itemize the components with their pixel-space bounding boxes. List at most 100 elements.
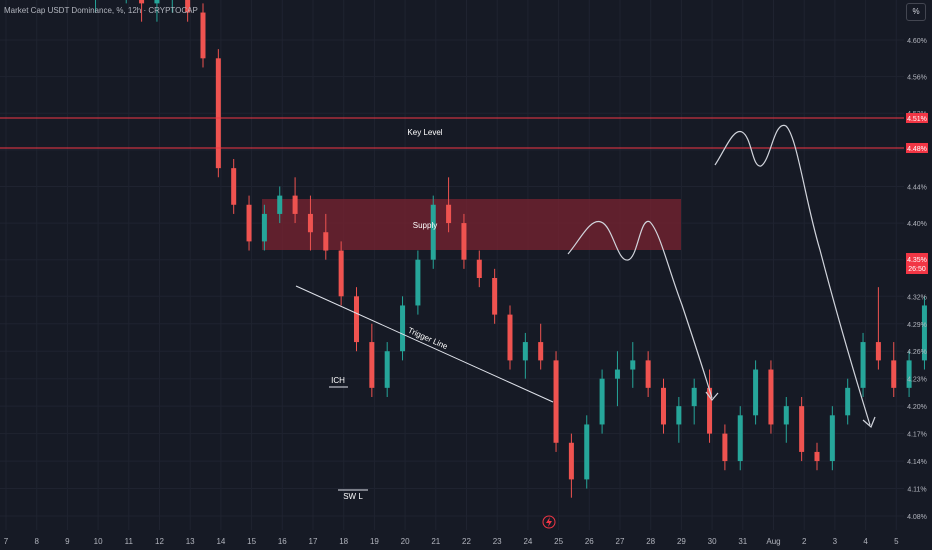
- candle-body[interactable]: [737, 415, 743, 462]
- candle-body[interactable]: [154, 0, 160, 4]
- candle-body[interactable]: [292, 195, 298, 214]
- candle-body[interactable]: [691, 387, 697, 407]
- x-tick-label: 4: [863, 537, 868, 546]
- lightning-icon[interactable]: [542, 515, 556, 529]
- candle-body[interactable]: [277, 195, 283, 214]
- ich-label: ICH: [331, 376, 345, 385]
- candle-body[interactable]: [783, 406, 789, 425]
- candle-body[interactable]: [507, 314, 513, 361]
- x-tick-label: 18: [339, 537, 348, 546]
- candle-body[interactable]: [630, 360, 636, 370]
- x-tick-label: 23: [493, 537, 502, 546]
- x-tick-label: 9: [65, 537, 70, 546]
- x-tick-label: 22: [462, 537, 471, 546]
- candle-body[interactable]: [538, 342, 544, 361]
- candle-body[interactable]: [599, 378, 605, 425]
- candle-body[interactable]: [553, 360, 559, 443]
- x-tick-label: 30: [708, 537, 717, 546]
- candle-body[interactable]: [476, 259, 482, 278]
- x-tick-label: 15: [247, 537, 256, 546]
- current-price-tag: [906, 253, 928, 274]
- candle-body[interactable]: [753, 369, 759, 416]
- candle-body[interactable]: [522, 342, 528, 361]
- candle-body[interactable]: [568, 442, 574, 480]
- x-tick-label: 2: [802, 537, 807, 546]
- x-tick-label: 31: [738, 537, 747, 546]
- candle-body[interactable]: [492, 278, 498, 315]
- x-tick-label: 26: [585, 537, 594, 546]
- chart-header-title: Market Cap USDT Dominance, %, 12h · CRYP…: [4, 6, 198, 15]
- candle-body[interactable]: [323, 232, 329, 251]
- y-tick-label: 4.14%: [907, 459, 927, 466]
- x-tick-label: 28: [646, 537, 655, 546]
- candle-body[interactable]: [614, 369, 620, 379]
- candle-body[interactable]: [338, 250, 344, 297]
- y-tick-label: 4.44%: [907, 184, 927, 191]
- candle-body[interactable]: [799, 406, 805, 452]
- y-tick-label: 4.29%: [907, 322, 927, 329]
- candle-body[interactable]: [461, 223, 467, 260]
- candle-body[interactable]: [660, 387, 666, 425]
- candle-body[interactable]: [307, 213, 313, 233]
- candle-body[interactable]: [584, 424, 590, 480]
- candle-body[interactable]: [875, 342, 881, 361]
- candle-body[interactable]: [446, 204, 452, 224]
- y-tick-label: 4.11%: [907, 487, 926, 494]
- time-axis: 7 8 9 10 11 12 13 14 15 16 17 18 19 20 21 22 23 24 25 26 27 2…: [4, 537, 899, 546]
- candle-body[interactable]: [384, 351, 390, 388]
- candle-body[interactable]: [200, 12, 206, 59]
- candle-body[interactable]: [246, 204, 252, 242]
- projection-path-1[interactable]: [567, 221, 713, 399]
- x-tick-label: 29: [677, 537, 686, 546]
- x-tick-label: 10: [94, 537, 103, 546]
- candle-body[interactable]: [139, 0, 145, 4]
- candle-body[interactable]: [722, 433, 728, 462]
- candle-body[interactable]: [430, 204, 436, 260]
- projection-path-2[interactable]: [714, 124, 871, 426]
- price-tag-level-high: [906, 113, 928, 123]
- supply-label: Supply: [413, 221, 437, 230]
- candle-body[interactable]: [707, 387, 713, 434]
- x-tick-label: 12: [155, 537, 164, 546]
- projection-arrowhead-1: [705, 391, 719, 401]
- price-tag-level-low-text: 4.48%: [907, 146, 927, 153]
- x-tick-label: 16: [278, 537, 287, 546]
- candle-body[interactable]: [261, 213, 267, 242]
- candle-body[interactable]: [215, 58, 221, 169]
- candle-body[interactable]: [829, 415, 835, 462]
- candle-body[interactable]: [185, 0, 191, 13]
- x-tick-label: 27: [616, 537, 625, 546]
- supply-zone[interactable]: [262, 199, 681, 250]
- candle-body[interactable]: [814, 451, 820, 462]
- x-tick-label: 19: [370, 537, 379, 546]
- key-level-label: Key Level: [407, 128, 442, 137]
- candle-body[interactable]: [231, 168, 237, 205]
- x-tick-label: 7: [4, 537, 9, 546]
- candle-body[interactable]: [400, 305, 406, 352]
- x-tick-label: 5: [894, 537, 899, 546]
- y-tick-label: 4.56%: [907, 75, 927, 82]
- x-tick-label: 20: [401, 537, 410, 546]
- candle-body[interactable]: [921, 305, 927, 361]
- candle-body[interactable]: [353, 296, 359, 343]
- candle-body[interactable]: [860, 342, 866, 388]
- y-tick-label: 4.32%: [907, 294, 927, 301]
- projection-arrowhead-2: [862, 416, 876, 429]
- x-tick-label: 14: [216, 537, 225, 546]
- candle-body[interactable]: [415, 259, 421, 306]
- candle-body[interactable]: [768, 369, 774, 425]
- candle-body[interactable]: [891, 360, 897, 388]
- candle-body[interactable]: [676, 406, 682, 425]
- candle-body[interactable]: [645, 360, 651, 388]
- price-axis: 4.60%4.56%4.52%4.48%4.44%4.40%4.36%4.32%…: [907, 38, 927, 521]
- candle-body[interactable]: [845, 387, 851, 416]
- x-tick-label: 21: [431, 537, 440, 546]
- candle-body[interactable]: [369, 342, 375, 388]
- x-tick-label: Aug: [766, 537, 780, 546]
- y-tick-label: 4.17%: [907, 432, 927, 439]
- trigger-line[interactable]: [295, 285, 554, 403]
- candle-body[interactable]: [906, 360, 912, 388]
- x-tick-label: 17: [309, 537, 318, 546]
- percent-scale-button[interactable]: %: [906, 3, 926, 21]
